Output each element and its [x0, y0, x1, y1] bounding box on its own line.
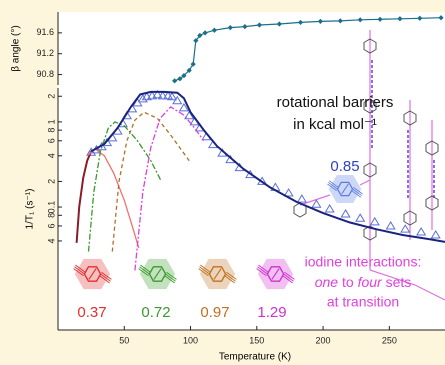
data-point	[397, 16, 403, 22]
y-tick-label: 6	[46, 138, 56, 143]
y-axis-label: β angle (°)	[11, 25, 22, 71]
x-axis-label: Temperature (K)	[219, 352, 291, 363]
data-point	[186, 67, 192, 73]
data-point	[227, 25, 233, 31]
barrier-label: 0.85	[330, 158, 359, 175]
data-point	[337, 18, 343, 24]
annotation: one to four sets	[315, 274, 412, 290]
data-point	[377, 16, 383, 22]
y-tick-label: 91.2	[36, 48, 54, 58]
data-point	[400, 224, 411, 233]
data-line	[87, 121, 162, 252]
x-tick-label: 100	[183, 335, 198, 345]
x-tick-label: 250	[382, 335, 397, 345]
data-point	[283, 188, 294, 197]
data-point	[385, 220, 396, 230]
data-point	[190, 61, 196, 67]
annotation: rotational barriers	[277, 94, 394, 111]
annotation-part: four	[358, 274, 383, 290]
data-point	[157, 90, 168, 100]
y-axis-label: 1/T₁ (s⁻¹)	[25, 189, 36, 230]
y-tick-label: 4	[46, 238, 56, 243]
data-point	[197, 32, 203, 39]
data-point	[317, 18, 324, 24]
data-point	[166, 91, 178, 101]
plot-layer	[75, 15, 445, 271]
data-point	[340, 208, 351, 218]
data-point	[311, 199, 322, 208]
y-tick-label: 0.1	[46, 201, 56, 214]
data-point	[137, 93, 148, 103]
data-point	[256, 22, 263, 28]
annotation-part: to	[342, 274, 354, 290]
y-tick-label: 91.6	[36, 27, 54, 37]
data-line	[134, 106, 205, 271]
annotation: at transition	[327, 294, 399, 310]
data-point	[184, 110, 195, 120]
y-tick-label: 6	[46, 223, 56, 228]
data-point	[276, 21, 282, 27]
barrier-label: 0.97	[200, 304, 229, 321]
x-tick-label: 200	[316, 335, 331, 345]
barrier-label: 0.72	[141, 304, 170, 321]
y-tick-label: 1	[46, 119, 56, 124]
annotation: iodine interactions:	[305, 254, 422, 270]
annotation-part: sets	[386, 274, 412, 290]
y-tick-label: 8	[46, 128, 56, 133]
data-point	[430, 230, 441, 239]
data-point	[297, 19, 304, 26]
data-point	[202, 30, 208, 36]
data-point	[181, 73, 187, 79]
data-line	[75, 151, 93, 243]
data-point	[296, 194, 307, 203]
data-point	[417, 15, 423, 21]
x-tick-label: 150	[249, 335, 264, 345]
data-point	[152, 89, 163, 99]
y-tick-label: 4	[46, 153, 56, 158]
y-tick-label: 2	[46, 94, 56, 99]
y-tick-label: 8	[46, 213, 56, 218]
barrier-label: 0.37	[77, 304, 106, 321]
data-point	[211, 27, 217, 33]
data-point	[416, 226, 427, 236]
data-point	[193, 38, 199, 44]
molecule-structure	[293, 30, 445, 301]
data-point	[438, 15, 444, 21]
data-point	[172, 78, 178, 84]
data-point	[357, 17, 363, 23]
data-point	[172, 95, 183, 105]
y-tick-label: 90.8	[36, 69, 54, 79]
data-point	[324, 203, 335, 213]
data-point	[369, 216, 380, 226]
annotation-part: one	[315, 274, 339, 290]
barrier-label: 1.29	[257, 304, 286, 321]
data-point	[355, 213, 366, 222]
y-tick-label: 2	[46, 179, 56, 184]
data-line	[90, 90, 445, 243]
data-point	[242, 24, 248, 30]
x-tick-label: 50	[119, 335, 129, 345]
data-line	[111, 111, 190, 252]
data-point	[178, 102, 189, 112]
annotation: in kcal mol⁻¹	[293, 116, 377, 133]
plot-area	[58, 12, 445, 330]
data-point	[177, 76, 183, 82]
